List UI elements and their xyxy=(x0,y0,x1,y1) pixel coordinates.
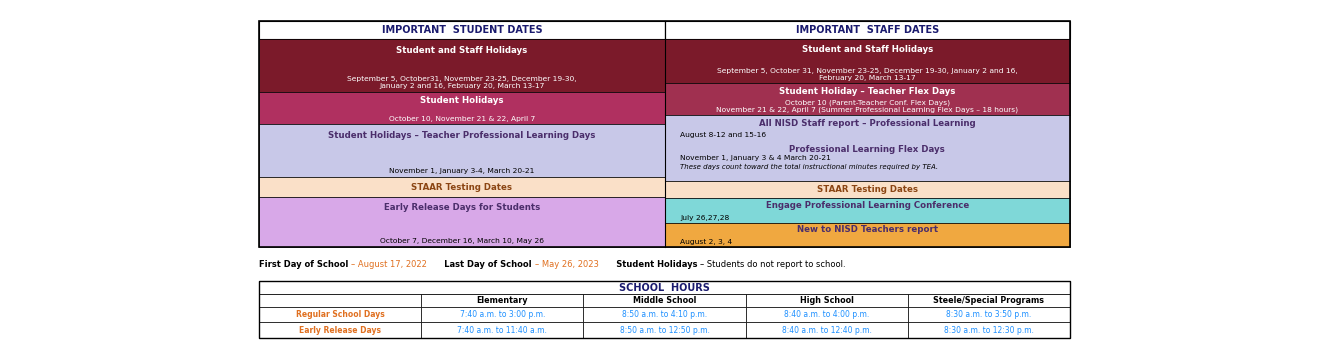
Text: Middle School: Middle School xyxy=(633,296,696,305)
Text: IMPORTANT  STUDENT DATES: IMPORTANT STUDENT DATES xyxy=(381,25,542,35)
Text: – May 26, 2023: – May 26, 2023 xyxy=(534,260,598,269)
Text: Student Holidays: Student Holidays xyxy=(598,260,700,269)
Bar xyxy=(664,39,1070,83)
Bar xyxy=(664,115,1070,181)
Text: New to NISD Teachers report: New to NISD Teachers report xyxy=(796,225,938,235)
Text: Last Day of School: Last Day of School xyxy=(428,260,534,269)
Bar xyxy=(664,223,1070,247)
Bar xyxy=(259,197,664,247)
Bar xyxy=(908,322,1070,338)
Text: October 10 (Parent-Teacher Conf. Flex Days)
November 21 & 22, April 7 (Summer Pr: October 10 (Parent-Teacher Conf. Flex Da… xyxy=(716,99,1018,113)
Text: Early Release Days for Students: Early Release Days for Students xyxy=(384,203,540,212)
Text: Early Release Days: Early Release Days xyxy=(299,326,381,334)
Text: Regular School Days: Regular School Days xyxy=(296,310,384,319)
Bar xyxy=(583,294,746,307)
Text: August 8-12 and 15-16: August 8-12 and 15-16 xyxy=(680,132,767,138)
Text: Student Holiday – Teacher Flex Days: Student Holiday – Teacher Flex Days xyxy=(779,87,956,96)
Text: August 2, 3, 4: August 2, 3, 4 xyxy=(680,239,732,245)
Bar xyxy=(259,177,664,197)
Bar xyxy=(583,322,746,338)
Text: High School: High School xyxy=(800,296,853,305)
Text: Student Holidays – Teacher Professional Learning Days: Student Holidays – Teacher Professional … xyxy=(328,131,595,140)
Text: STAAR Testing Dates: STAAR Testing Dates xyxy=(817,185,917,194)
Text: 8:30 a.m. to 3:50 p.m.: 8:30 a.m. to 3:50 p.m. xyxy=(946,310,1031,319)
Bar xyxy=(421,294,583,307)
Text: 8:30 a.m. to 12:30 p.m.: 8:30 a.m. to 12:30 p.m. xyxy=(944,326,1034,334)
Text: Elementary: Elementary xyxy=(477,296,528,305)
Text: 7:40 a.m. to 11:40 a.m.: 7:40 a.m. to 11:40 a.m. xyxy=(457,326,548,334)
Text: Student and Staff Holidays: Student and Staff Holidays xyxy=(801,45,933,54)
Text: – Students do not report to school.: – Students do not report to school. xyxy=(700,260,845,269)
Text: Steele/Special Programs: Steele/Special Programs xyxy=(933,296,1045,305)
Bar xyxy=(259,92,664,124)
Bar xyxy=(259,281,1070,294)
Bar xyxy=(259,21,1070,247)
Text: These days count toward the total instructional minutes required by TEA.: These days count toward the total instru… xyxy=(680,164,938,170)
Text: 8:50 a.m. to 4:10 p.m.: 8:50 a.m. to 4:10 p.m. xyxy=(622,310,707,319)
Text: First Day of School: First Day of School xyxy=(259,260,351,269)
Text: SCHOOL  HOURS: SCHOOL HOURS xyxy=(619,283,710,293)
Text: – August 17, 2022: – August 17, 2022 xyxy=(351,260,428,269)
Text: Student Holidays: Student Holidays xyxy=(420,96,504,105)
Bar xyxy=(664,21,1070,39)
Bar xyxy=(259,307,421,322)
Bar xyxy=(908,307,1070,322)
Text: October 7, December 16, March 10, May 26: October 7, December 16, March 10, May 26 xyxy=(380,238,544,244)
Text: STAAR Testing Dates: STAAR Testing Dates xyxy=(412,182,512,191)
Text: November 1, January 3 & 4 March 20-21: November 1, January 3 & 4 March 20-21 xyxy=(680,155,832,161)
Bar xyxy=(259,322,421,338)
Bar xyxy=(259,294,421,307)
Bar xyxy=(908,294,1070,307)
Text: IMPORTANT  STAFF DATES: IMPORTANT STAFF DATES xyxy=(796,25,938,35)
Text: 8:40 a.m. to 4:00 p.m.: 8:40 a.m. to 4:00 p.m. xyxy=(784,310,869,319)
Bar xyxy=(664,83,1070,115)
Bar xyxy=(664,181,1070,198)
Text: 8:40 a.m. to 12:40 p.m.: 8:40 a.m. to 12:40 p.m. xyxy=(781,326,872,334)
Bar xyxy=(746,294,908,307)
Text: July 26,27,28: July 26,27,28 xyxy=(680,215,730,221)
Bar xyxy=(583,307,746,322)
Text: 7:40 a.m. to 3:00 p.m.: 7:40 a.m. to 3:00 p.m. xyxy=(460,310,545,319)
Bar xyxy=(259,281,1070,338)
Bar xyxy=(259,21,664,39)
Bar xyxy=(746,322,908,338)
Text: October 10, November 21 & 22, April 7: October 10, November 21 & 22, April 7 xyxy=(388,116,536,122)
Text: 8:50 a.m. to 12:50 p.m.: 8:50 a.m. to 12:50 p.m. xyxy=(619,326,710,334)
Bar xyxy=(664,198,1070,223)
Text: All NISD Staff report – Professional Learning: All NISD Staff report – Professional Lea… xyxy=(759,119,975,128)
Bar xyxy=(421,322,583,338)
Bar xyxy=(746,307,908,322)
Text: Engage Professional Learning Conference: Engage Professional Learning Conference xyxy=(766,201,969,210)
Text: Professional Learning Flex Days: Professional Learning Flex Days xyxy=(789,145,945,154)
Text: November 1, January 3-4, March 20-21: November 1, January 3-4, March 20-21 xyxy=(389,168,534,174)
Text: September 5, October 31, November 23-25, December 19-30, January 2 and 16,
Febru: September 5, October 31, November 23-25,… xyxy=(716,68,1018,81)
Bar xyxy=(259,39,664,92)
Bar xyxy=(259,124,664,177)
Text: Student and Staff Holidays: Student and Staff Holidays xyxy=(396,46,528,55)
Bar xyxy=(421,307,583,322)
Text: September 5, October31, November 23-25, December 19-30,
January 2 and 16, Februa: September 5, October31, November 23-25, … xyxy=(347,76,577,89)
